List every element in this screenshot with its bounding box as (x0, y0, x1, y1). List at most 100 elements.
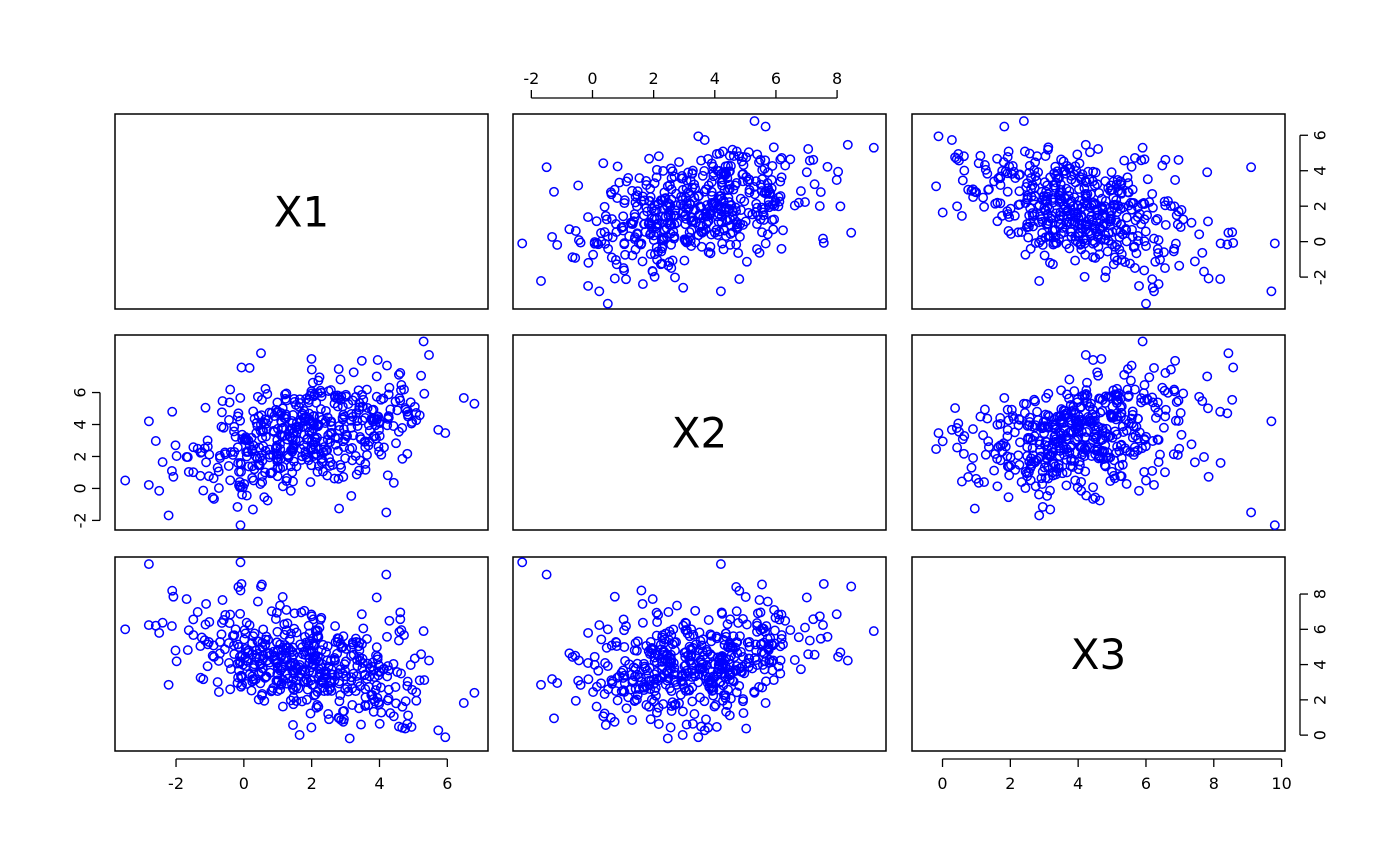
data-point (610, 637, 621, 647)
data-point (740, 592, 751, 602)
data-point (372, 654, 383, 665)
data-point (662, 201, 673, 212)
data-point (757, 659, 768, 670)
data-point (1006, 168, 1017, 179)
data-point (734, 274, 745, 285)
data-point (705, 241, 716, 252)
data-point (1092, 367, 1103, 378)
data-point (656, 246, 667, 257)
data-point (258, 654, 269, 664)
data-point (272, 434, 283, 445)
data-point (706, 177, 717, 188)
data-point (1055, 219, 1066, 230)
data-point (1020, 483, 1031, 494)
data-point (1002, 152, 1013, 162)
data-point (306, 364, 317, 375)
data-point (295, 443, 306, 454)
data-point (170, 440, 181, 451)
data-point (1189, 256, 1200, 267)
data-point (1055, 434, 1066, 445)
data-point (225, 384, 236, 395)
data-point (397, 722, 408, 733)
data-point (282, 434, 293, 445)
data-point (225, 684, 236, 695)
data-point (708, 171, 719, 182)
data-point (637, 617, 648, 628)
data-point (1093, 241, 1104, 252)
data-point (356, 719, 366, 730)
data-point (1081, 427, 1092, 437)
data-point (696, 663, 707, 674)
data-point (1112, 383, 1122, 394)
data-point (795, 664, 806, 675)
data-point (659, 187, 670, 198)
data-point (1048, 180, 1059, 191)
data-point (583, 674, 594, 685)
data-point (388, 421, 399, 431)
data-point (284, 425, 295, 436)
data-point (601, 642, 612, 653)
data-point (202, 435, 213, 446)
data-point (303, 455, 314, 466)
data-point (1002, 404, 1013, 415)
data-point (946, 424, 957, 435)
data-point (651, 164, 662, 175)
data-point (598, 158, 609, 169)
data-point (651, 630, 662, 641)
data-point (167, 406, 178, 417)
data-point (150, 436, 161, 446)
data-point (958, 448, 969, 459)
data-point (564, 224, 575, 235)
data-point (262, 655, 273, 666)
data-point (306, 611, 317, 622)
data-point (609, 591, 620, 602)
data-point (1037, 501, 1048, 512)
data-point (1171, 397, 1182, 407)
data-point (300, 676, 310, 687)
data-point (1025, 217, 1036, 228)
data-point (338, 471, 349, 482)
data-point (1023, 232, 1034, 243)
data-point (1116, 471, 1127, 482)
data-point (1176, 429, 1187, 440)
data-point (335, 638, 346, 649)
data-point (731, 582, 742, 592)
data-point (1055, 179, 1066, 190)
data-point (236, 578, 247, 589)
data-point (570, 226, 581, 236)
data-point (583, 658, 593, 668)
data-point (715, 286, 726, 297)
data-point (1116, 249, 1127, 260)
data-point (291, 696, 302, 707)
data-point (372, 355, 383, 365)
data-point (316, 387, 327, 398)
data-point (968, 192, 979, 203)
data-point (611, 641, 622, 652)
data-point (653, 719, 664, 729)
data-point (1087, 435, 1098, 445)
data-point (769, 214, 780, 225)
data-point (212, 677, 223, 688)
data-point (1013, 420, 1024, 431)
data-point (764, 202, 775, 213)
data-point (348, 668, 359, 679)
data-point (1102, 246, 1113, 257)
data-point (360, 436, 371, 447)
data-point (1024, 456, 1035, 467)
data-point (209, 493, 219, 504)
data-point (727, 227, 738, 238)
data-point (625, 684, 636, 695)
data-point (674, 157, 684, 168)
data-point (1172, 219, 1183, 230)
data-point (1088, 355, 1099, 365)
tick-label: 6 (71, 387, 90, 397)
data-point (1100, 391, 1111, 402)
data-point (284, 634, 295, 645)
data-point (213, 655, 224, 666)
data-point (1147, 282, 1158, 293)
data-point (330, 392, 341, 403)
data-point (1117, 459, 1128, 470)
data-point (602, 298, 613, 309)
data-point (714, 226, 725, 237)
data-point (1050, 237, 1061, 248)
